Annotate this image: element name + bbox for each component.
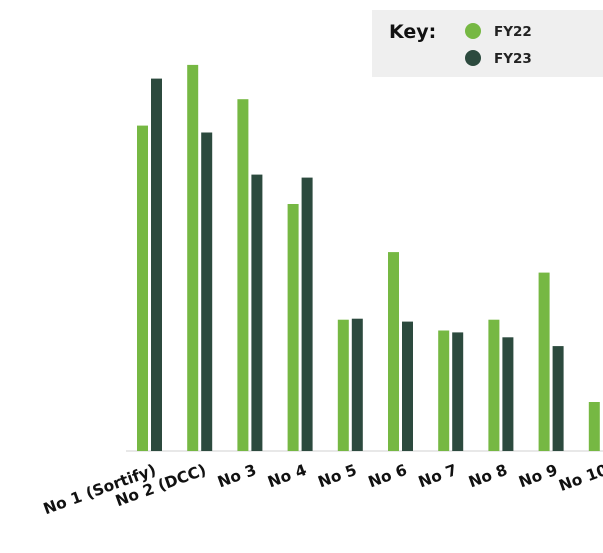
legend-label-fy23: FY23	[494, 51, 532, 67]
bar-fy23-no-3	[251, 174, 263, 451]
bar-fy22-no-3	[237, 99, 249, 451]
x-tick-label-no-8: No 8	[466, 461, 510, 492]
bar-fy22-no-8	[488, 319, 500, 451]
legend-swatch-fy22	[465, 23, 481, 39]
x-tick-label-no-7: No 7	[416, 461, 460, 492]
bar-fy23-no-7	[452, 332, 464, 451]
bar-fy23-no-2-dcc	[201, 132, 213, 451]
x-tick-label-no-3: No 3	[215, 461, 259, 492]
bar-fy22-no-9	[538, 272, 550, 451]
bar-fy22-no-5	[337, 319, 349, 451]
bar-fy23-no-6	[402, 321, 413, 451]
x-tick-label-no-10: No 10	[556, 461, 603, 495]
bar-fy22-no-7	[438, 330, 450, 451]
bar-fy23-no-5	[351, 318, 363, 451]
legend-box	[372, 10, 603, 77]
bar-fy23-no-4	[301, 177, 313, 451]
x-tick-label-no-6: No 6	[366, 461, 410, 492]
legend-swatch-fy23	[465, 50, 481, 66]
bar-fy22-no-2-dcc	[187, 64, 199, 452]
bars	[137, 64, 600, 452]
legend: Key: FY22 FY23	[372, 10, 603, 77]
bar-fy22-no-10	[588, 402, 600, 451]
x-tick-label-no-4: No 4	[265, 461, 309, 492]
x-tick-labels: No 1 (Sortify)No 2 (DCC) No 3 No 4 No 5 No 6…	[41, 461, 603, 518]
x-tick-label-no-9: No 9	[516, 461, 560, 492]
bar-fy23-no-8	[502, 337, 514, 451]
bar-fy22-no-4	[287, 204, 299, 451]
bar-fy22-no-6	[388, 252, 399, 451]
bar-fy23-no-9	[552, 346, 564, 451]
legend-title: Key:	[389, 21, 436, 43]
legend-label-fy22: FY22	[494, 24, 532, 40]
x-tick-label-no-5: No 5	[316, 461, 360, 492]
bar-fy22-no-1-sortify	[137, 125, 148, 451]
bar-fy23-no-1-sortify	[151, 78, 162, 451]
